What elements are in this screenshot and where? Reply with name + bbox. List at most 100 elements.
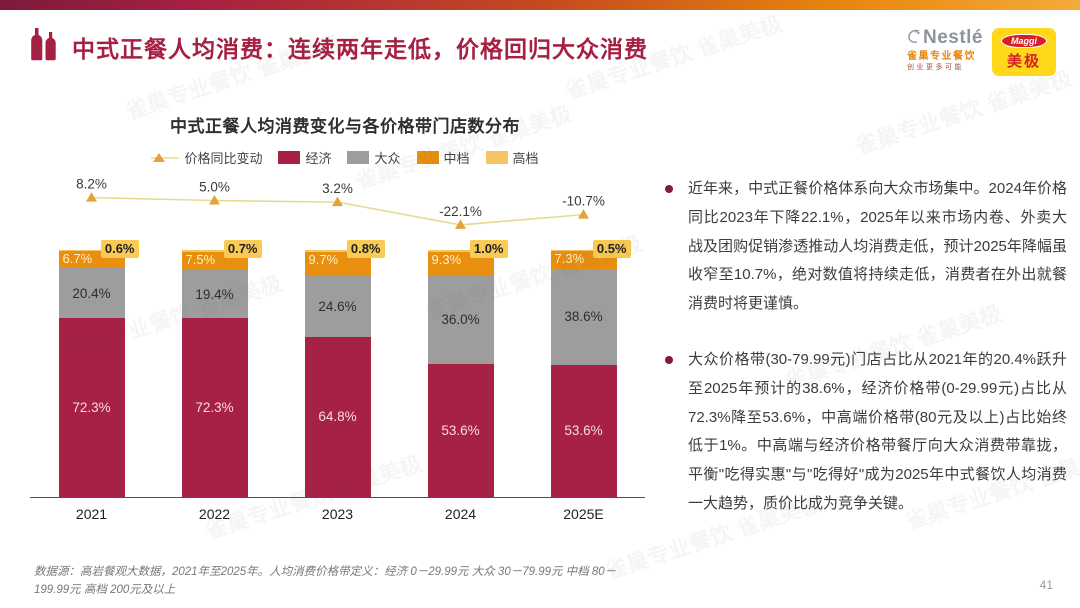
high-segment-label: 1.0% <box>469 240 508 258</box>
segment-economy: 64.8% <box>304 336 371 497</box>
mass-segment-label: 20.4% <box>72 285 111 301</box>
plot-bars: 0.6% 6.7% 20.4% 72.3% 0.7% 7.5% 19.4% 72.3% 0.8%… <box>30 240 645 498</box>
line-point-marker <box>578 209 589 219</box>
mass-swatch <box>347 151 370 164</box>
segment-economy: 72.3% <box>181 318 248 497</box>
mass-segment-label: 24.6% <box>318 298 357 314</box>
maggi-chinese-name: 美极 <box>1006 52 1041 70</box>
stacked-bar-2022: 0.7% 7.5% 19.4% 72.3% <box>181 240 262 497</box>
bullet-text-1: 近年来，中式正餐价格体系向大众市场集中。2024年价格同比2023年下降22.1… <box>688 180 1067 313</box>
maggi-wordmark: Maggi <box>1001 33 1047 48</box>
nestle-wordmark: Nestlé <box>922 27 983 48</box>
stacked-bar-2021: 0.6% 6.7% 20.4% 72.3% <box>58 240 139 497</box>
mass-segment-label: 19.4% <box>195 286 234 302</box>
mid-segment-label: 7.5% <box>185 251 216 267</box>
data-source-text: 数据源：高岩餐观大数据，2021年至2025年。人均消费价格带定义：经济 0－2… <box>34 566 617 597</box>
line-value-label: 3.2% <box>322 181 353 196</box>
page-title: 中式正餐人均消费：连续两年走低，价格回归大众消费 <box>72 35 648 62</box>
bullet-dot <box>665 185 673 193</box>
nestle-logo: Nestlé 雀巢专业餐饮 创业更多可能 <box>906 27 983 72</box>
legend-item-high: 高档 <box>485 148 539 167</box>
mid-segment-label: 7.3% <box>554 251 585 267</box>
segment-high <box>181 250 248 252</box>
stacked-bar-2025E: 0.5% 7.3% 38.6% 53.6% <box>550 240 631 497</box>
segment-high <box>427 250 494 253</box>
x-label-2023: 2023 <box>321 506 354 522</box>
mid-swatch <box>416 151 439 164</box>
high-segment-label: 0.7% <box>223 240 262 258</box>
segment-mass: 24.6% <box>304 275 371 337</box>
maggi-logo: Maggi 美极 <box>992 28 1056 76</box>
segment-mass: 38.6% <box>550 269 617 365</box>
line-point-marker <box>209 195 220 205</box>
bullet-text-2: 大众价格带(30-79.99元)门店占比从2021年的20.4%跃升至2025年… <box>688 350 1067 512</box>
segment-mass: 36.0% <box>427 275 494 365</box>
segment-mass: 19.4% <box>181 270 248 319</box>
line-point-marker <box>332 196 343 207</box>
stacked-bar-2024: 1.0% 9.3% 36.0% 53.6% <box>427 240 508 497</box>
bar-column-2025E: 0.5% 7.3% 38.6% 53.6% <box>522 240 645 497</box>
chart-title: 中式正餐人均消费变化与各价格带门店数分布 <box>170 117 520 136</box>
economy-segment-label: 53.6% <box>564 423 603 439</box>
economy-segment-label: 72.3% <box>72 400 111 416</box>
x-axis-labels: 2021 2022 2023 2024 2025E <box>30 498 645 522</box>
x-label-2025E: 2025E <box>563 506 604 522</box>
bar-column-2023: 0.8% 9.7% 24.6% 64.8% <box>276 240 399 497</box>
economy-swatch <box>278 151 301 164</box>
chart-legend: 价格同比变动 经济 大众 中档 高档 <box>30 148 660 167</box>
mass-segment-label: 38.6% <box>564 309 603 325</box>
mass-segment-label: 36.0% <box>441 312 480 328</box>
bullet-item-2: 大众价格带(30-79.99元)门店占比从2021年的20.4%跃升至2025年… <box>665 346 1067 519</box>
line-chart: 8.2% 5.0% 3.2% -22.1% -10.7% <box>76 177 605 229</box>
segment-economy: 72.3% <box>58 318 125 497</box>
bullet-item-1: 近年来，中式正餐价格体系向大众市场集中。2024年价格同比2023年下降22.1… <box>665 175 1067 319</box>
economy-segment-label: 72.3% <box>195 399 234 415</box>
line-value-label: -22.1% <box>439 204 482 219</box>
nestle-nest-icon <box>907 28 921 49</box>
bullet-dot <box>665 355 673 364</box>
line-value-label: 8.2% <box>76 177 107 192</box>
bar-column-2021: 0.6% 6.7% 20.4% 72.3% <box>30 240 153 497</box>
nestle-subtitle: 雀巢专业餐饮 <box>906 50 976 62</box>
brand-logos: Nestlé 雀巢专业餐饮 创业更多可能 Maggi 美极 <box>907 26 1056 76</box>
data-source-note: 数据源：高岩餐观大数据，2021年至2025年。人均消费价格带定义：经济 0－2… <box>34 564 634 600</box>
segment-high <box>550 250 617 252</box>
bar-column-2024: 1.0% 9.3% 36.0% 53.6% <box>399 240 522 497</box>
high-segment-label: 0.6% <box>100 240 139 258</box>
segment-economy: 53.6% <box>550 364 617 497</box>
x-label-2024: 2024 <box>444 506 477 522</box>
high-segment-label: 0.8% <box>346 240 385 258</box>
top-gradient-bar <box>0 0 1080 10</box>
line-point-marker <box>455 219 466 229</box>
line-value-label: 5.0% <box>199 180 230 195</box>
segment-economy: 53.6% <box>427 364 494 497</box>
economy-segment-label: 64.8% <box>318 409 357 425</box>
mid-segment-label: 6.7% <box>62 251 93 267</box>
header: 中式正餐人均消费：连续两年走低，价格回归大众消费 Nestlé 雀巢专业餐饮 创… <box>0 10 1080 76</box>
legend-item-economy: 经济 <box>278 148 331 167</box>
high-segment-label: 0.5% <box>592 240 631 258</box>
x-label-2022: 2022 <box>198 506 231 522</box>
segment-mid: 9.3% <box>427 252 494 276</box>
mid-segment-label: 9.3% <box>431 252 462 268</box>
mid-segment-label: 9.7% <box>308 251 339 267</box>
nestle-tagline: 创业更多可能 <box>906 63 964 71</box>
bar-column-2022: 0.7% 7.5% 19.4% 72.3% <box>153 240 276 497</box>
segment-mass: 20.4% <box>58 268 125 319</box>
title-wrap: 中式正餐人均消费：连续两年走低，价格回归大众消费 <box>30 26 648 67</box>
segment-high <box>58 250 125 252</box>
x-label-2021: 2021 <box>75 506 108 522</box>
line-marker-icon <box>151 153 180 162</box>
legend-item-line: 价格同比变动 <box>151 148 262 167</box>
segment-high <box>304 250 371 252</box>
wine-bottles-icon <box>30 28 60 67</box>
legend-item-mass: 大众 <box>347 148 401 167</box>
page-number: 41 <box>1039 578 1053 592</box>
line-point-marker <box>86 192 97 202</box>
economy-segment-label: 53.6% <box>441 423 480 439</box>
chart-panel: 中式正餐人均消费变化与各价格带门店数分布 价格同比变动 经济 大众 中档 高档 8.2%… <box>30 112 660 522</box>
stacked-bar-2023: 0.8% 9.7% 24.6% 64.8% <box>304 240 385 497</box>
plot: 8.2% 5.0% 3.2% -22.1% -10.7% 0.6% 6.7% 20.4% 72… <box>30 177 645 522</box>
legend-item-mid: 中档 <box>416 148 470 167</box>
